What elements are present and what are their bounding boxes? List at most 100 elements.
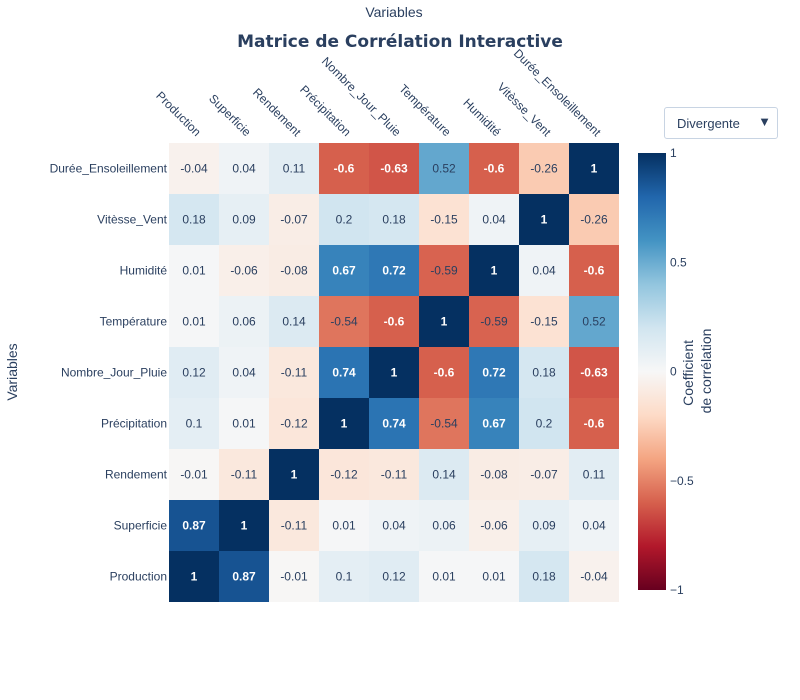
heatmap-cell <box>519 500 569 551</box>
cell-value-label: 0.87 <box>232 570 256 584</box>
heatmap-cell <box>219 398 269 449</box>
colorbar-title-line-1: Coefficient <box>680 340 696 406</box>
cell-value-label: 0.04 <box>382 519 406 533</box>
heatmap-cell <box>419 143 469 194</box>
heatmap-cell <box>569 143 619 194</box>
cell-value-label: -0.07 <box>530 468 558 482</box>
colorscale-dropdown[interactable]: Divergente ▼ <box>664 107 778 139</box>
heatmap-cell <box>269 347 319 398</box>
heatmap-cell <box>469 347 519 398</box>
heatmap-cell <box>369 398 419 449</box>
cell-value-label: 1 <box>341 417 348 431</box>
heatmap-cell <box>219 347 269 398</box>
cell-value-label: 0.14 <box>282 315 306 329</box>
heatmap-cell <box>419 551 469 602</box>
cell-value-label: 0.18 <box>382 213 406 227</box>
cell-value-label: 1 <box>191 570 198 584</box>
cell-value-label: -0.04 <box>580 570 608 584</box>
cell-value-label: -0.26 <box>580 213 608 227</box>
cell-value-label: 0.04 <box>232 366 256 380</box>
heatmap-cell <box>219 143 269 194</box>
cell-value-label: -0.6 <box>584 264 605 278</box>
cell-value-label: -0.59 <box>480 315 508 329</box>
cell-value-label: 0.04 <box>582 519 606 533</box>
y-tick-label: Production <box>110 570 167 584</box>
heatmap-cell <box>269 500 319 551</box>
cell-value-label: 1 <box>541 213 548 227</box>
cell-value-label: -0.11 <box>281 366 308 380</box>
cell-value-label: 0.67 <box>332 264 356 278</box>
heatmap-cell <box>519 245 569 296</box>
heatmap-cell <box>269 194 319 245</box>
y-axis-title: Variables <box>4 343 20 400</box>
heatmap-cell <box>169 296 219 347</box>
colorbar-title-line-2: de corrélation <box>698 329 714 414</box>
heatmap-cell <box>169 347 219 398</box>
cell-value-label: -0.6 <box>334 162 355 176</box>
heatmap-cell <box>519 143 569 194</box>
heatmap-cell <box>319 296 369 347</box>
cell-value-label: -0.6 <box>484 162 505 176</box>
heatmap-cell <box>319 347 369 398</box>
cell-value-label: 0.01 <box>482 570 506 584</box>
cell-value-label: 0.1 <box>186 417 203 431</box>
colorbar: 1 0.5 0 −0.5 −1 Coefficient de corrélation <box>638 146 714 597</box>
x-tick-label: Rendement <box>250 85 304 139</box>
cell-value-label: 0.06 <box>232 315 256 329</box>
y-tick-label: Rendement <box>105 468 168 482</box>
heatmap-cell <box>569 500 619 551</box>
heatmap-cell <box>419 194 469 245</box>
cell-value-label: 0.12 <box>182 366 206 380</box>
heatmap-cell <box>169 245 219 296</box>
cell-value-label: 0.18 <box>532 366 556 380</box>
heatmap-cell <box>219 449 269 500</box>
heatmap-cell <box>219 551 269 602</box>
cell-value-label: 1 <box>241 519 248 533</box>
heatmap-cell <box>169 143 219 194</box>
heatmap-cell <box>569 398 619 449</box>
heatmap-cell <box>169 449 219 500</box>
x-tick-label: Durée_Ensoleillement <box>511 46 604 139</box>
heatmap-cell <box>419 296 469 347</box>
cell-value-label: -0.54 <box>430 417 458 431</box>
heatmap-cell <box>219 296 269 347</box>
cell-value-label: 1 <box>491 264 498 278</box>
heatmap-cell <box>269 245 319 296</box>
heatmap-cell <box>469 143 519 194</box>
cell-value-label: -0.63 <box>380 162 408 176</box>
colorbar-tick-label: −1 <box>670 583 684 597</box>
x-tick-label: Humidité <box>460 96 504 140</box>
heatmap-cell <box>369 551 419 602</box>
cell-value-label: 0.14 <box>432 468 456 482</box>
cell-value-label: 0.2 <box>536 417 553 431</box>
cell-value-label: -0.01 <box>280 570 308 584</box>
heatmap-cell <box>369 143 419 194</box>
cell-value-label: 0.04 <box>232 162 256 176</box>
cell-value-label: 0.09 <box>232 213 256 227</box>
y-tick-label: Durée_Ensoleillement <box>50 162 168 176</box>
cell-value-label: 0.87 <box>182 519 206 533</box>
cell-value-label: 0.01 <box>332 519 356 533</box>
colorbar-gradient <box>638 153 666 590</box>
heatmap-cell <box>369 500 419 551</box>
cell-value-label: -0.11 <box>231 468 258 482</box>
heatmap-cell <box>569 347 619 398</box>
y-tick-label: Humidité <box>120 264 168 278</box>
cell-value-label: -0.11 <box>281 519 308 533</box>
heatmap-cells: -0.04 0.04 0.11 -0.6 -0.63 0.52 -0.6 -0.26 10.18… <box>169 143 619 602</box>
cell-value-label: 0.12 <box>382 570 406 584</box>
heatmap-cell <box>319 500 369 551</box>
cell-value-label: 0.18 <box>182 213 206 227</box>
cell-value-label: 0.04 <box>482 213 506 227</box>
cell-value-label: -0.08 <box>480 468 508 482</box>
heatmap-cell <box>569 245 619 296</box>
colorbar-tick-label: 0 <box>670 365 677 379</box>
cell-value-label: -0.15 <box>430 213 458 227</box>
heatmap-cell <box>269 551 319 602</box>
heatmap-cell <box>569 296 619 347</box>
colorbar-title: Coefficient de corrélation <box>680 329 714 414</box>
heatmap-cell <box>569 449 619 500</box>
cell-value-label: 0.74 <box>382 417 406 431</box>
cell-value-label: 0.72 <box>382 264 406 278</box>
heatmap-cell <box>369 449 419 500</box>
